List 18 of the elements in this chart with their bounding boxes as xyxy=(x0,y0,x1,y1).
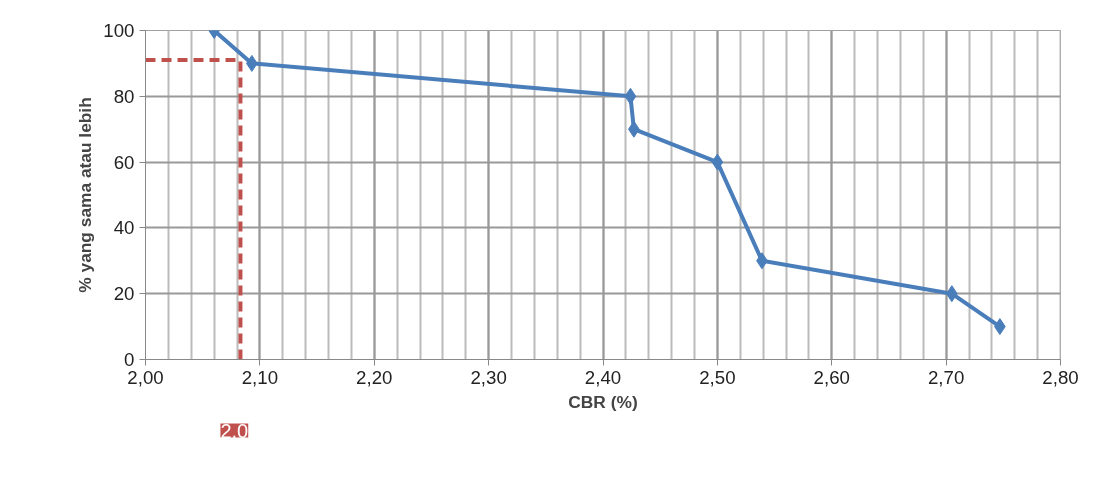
y-tick-label: 100 xyxy=(103,20,135,41)
point xyxy=(711,153,724,171)
x-tick-label: 2,40 xyxy=(584,366,622,388)
y-tick-label: 80 xyxy=(113,85,135,107)
text: 2,0 xyxy=(220,419,249,442)
y-axis-title: % yang sama atau lebih xyxy=(75,97,96,293)
y-tick-label: 40 xyxy=(113,217,135,239)
y-tick-label: 20 xyxy=(113,283,135,305)
x-tick-label: 2,20 xyxy=(356,366,393,388)
x-tick-label: 2,80 xyxy=(1042,366,1079,388)
x-tick-label: 2,60 xyxy=(813,366,850,388)
x-axis-title: CBR (%) xyxy=(568,391,638,412)
x-tick-label: 2,50 xyxy=(699,366,736,388)
x-tick-label: 2,70 xyxy=(927,366,965,388)
point xyxy=(624,87,637,105)
x-tick-label: 2,10 xyxy=(241,366,279,388)
y-tick-label: 60 xyxy=(113,151,135,173)
x-tick-label: 2,30 xyxy=(470,366,507,388)
